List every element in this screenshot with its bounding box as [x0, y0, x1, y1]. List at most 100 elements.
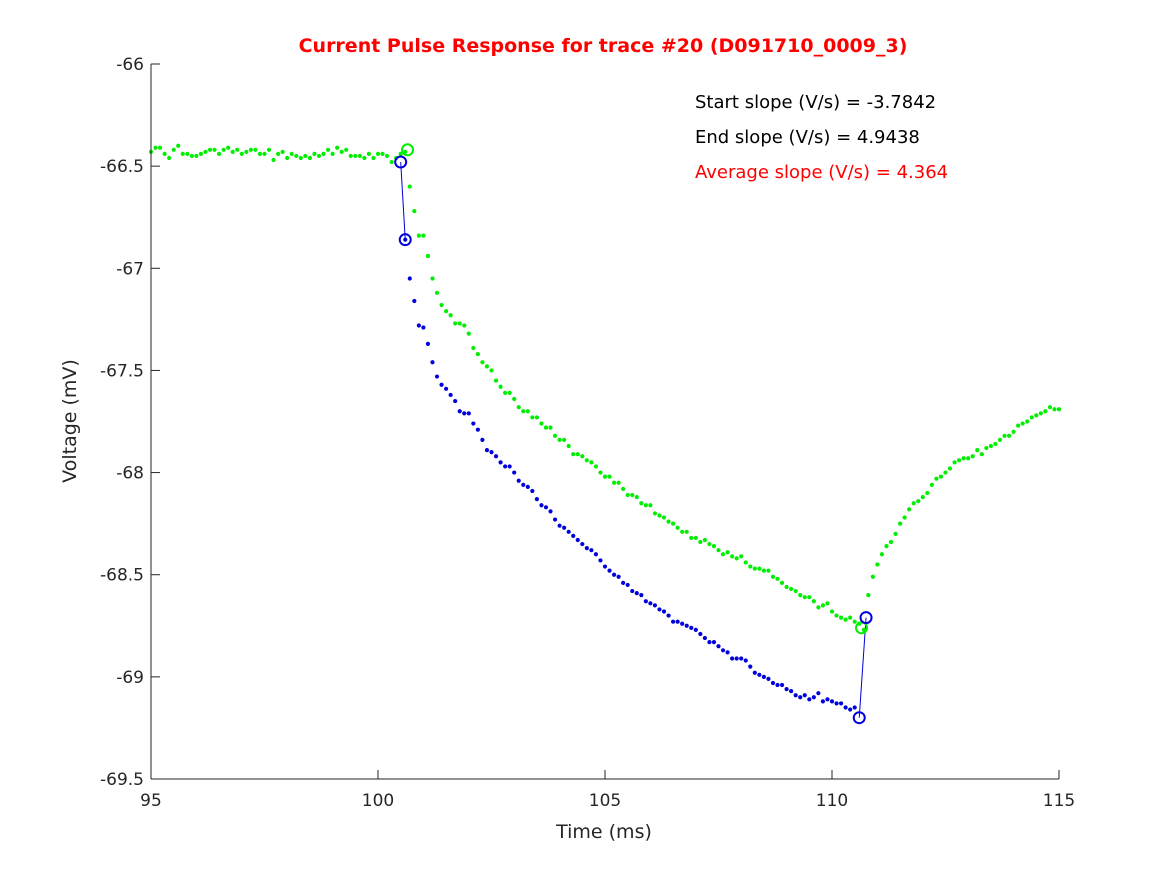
blue-data-point	[852, 705, 857, 710]
plot-area	[148, 143, 1062, 725]
green-data-point	[661, 515, 667, 520]
green-data-point	[312, 151, 317, 156]
green-data-point	[925, 490, 930, 496]
blue-data-point	[648, 601, 653, 606]
slope-segment	[400, 162, 406, 240]
y-tick-label: -66	[116, 55, 144, 75]
blue-data-point	[430, 360, 435, 365]
green-data-point	[943, 470, 948, 475]
green-data-point	[680, 529, 685, 534]
green-data-point	[507, 390, 512, 395]
y-tick-label: -67.5	[100, 361, 144, 381]
green-data-point	[1025, 419, 1030, 424]
green-data-point	[503, 390, 508, 395]
green-data-point	[707, 541, 712, 547]
green-data-point	[153, 145, 158, 150]
x-tick-label: 115	[1043, 791, 1075, 811]
green-data-point	[888, 539, 894, 545]
green-data-point	[798, 593, 803, 598]
green-data-point	[471, 345, 476, 351]
green-data-point	[162, 151, 167, 156]
green-data-point	[571, 452, 576, 457]
green-data-point	[330, 151, 335, 156]
slope-marker	[398, 233, 412, 247]
green-data-point	[366, 151, 372, 156]
blue-data-point	[593, 552, 599, 557]
blue-data-point	[552, 517, 558, 522]
green-data-point	[344, 147, 349, 152]
green-data-point	[757, 566, 762, 571]
blue-data-point	[716, 644, 721, 649]
green-data-point	[412, 208, 417, 214]
green-data-point	[984, 445, 989, 451]
x-ticks: 95 100 105 110 115	[140, 770, 1075, 811]
green-data-point	[979, 452, 984, 457]
blue-data-point	[503, 464, 508, 469]
green-data-point	[720, 552, 726, 557]
blue-data-point	[521, 482, 526, 487]
green-data-point	[530, 415, 535, 420]
green-data-point	[285, 155, 290, 161]
slope-marker	[394, 155, 408, 169]
green-data-point	[271, 157, 276, 163]
green-data-point	[407, 184, 412, 189]
green-data-point	[457, 321, 462, 326]
green-data-point	[730, 554, 735, 559]
green-data-point	[562, 437, 567, 442]
blue-data-point	[571, 533, 576, 539]
blue-data-point	[539, 503, 544, 508]
y-tick-label: -68	[116, 464, 144, 484]
green-data-point	[230, 149, 235, 154]
green-data-point	[348, 153, 353, 159]
green-data-point	[875, 562, 880, 567]
blue-data-point	[838, 701, 844, 706]
annotation-start-slope: Start slope (V/s) = -3.7842	[695, 92, 936, 113]
blue-data-point	[466, 411, 471, 416]
green-data-point	[802, 595, 807, 600]
green-data-point	[988, 443, 994, 449]
blue-data-point	[680, 621, 685, 626]
green-data-point	[294, 153, 299, 159]
green-data-point	[389, 159, 394, 165]
green-data-point	[607, 474, 612, 479]
blue-data-point	[693, 627, 698, 632]
blue-data-point	[739, 656, 744, 661]
green-data-point	[557, 437, 562, 442]
y-tick-label: -66.5	[100, 157, 144, 177]
blue-data-point	[843, 705, 848, 710]
blue-data-point	[493, 454, 499, 459]
blue-data-point	[580, 541, 585, 547]
green-data-point	[357, 153, 362, 159]
green-data-point	[639, 501, 644, 506]
blue-data-point	[820, 699, 826, 704]
green-data-point	[689, 535, 694, 541]
green-data-point	[489, 368, 494, 373]
green-data-point	[634, 494, 639, 500]
blue-data-point	[661, 609, 667, 614]
blue-data-point	[752, 670, 757, 675]
blue-data-point	[825, 697, 830, 702]
green-data-point	[666, 519, 671, 524]
y-tick-label: -69	[116, 668, 144, 688]
blue-data-point	[507, 464, 512, 469]
blue-data-point	[671, 619, 676, 624]
green-data-point	[611, 480, 617, 485]
green-data-point	[761, 568, 767, 573]
green-data-point	[602, 474, 608, 479]
green-data-point	[816, 605, 821, 610]
blue-data-point	[666, 613, 671, 618]
blue-data-point	[643, 599, 648, 604]
green-data-point	[879, 552, 885, 557]
blue-data-point	[639, 593, 644, 598]
blue-data-point	[589, 548, 594, 553]
green-data-point	[244, 149, 249, 154]
green-data-point	[952, 460, 957, 465]
blue-data-point	[848, 707, 853, 712]
blue-data-point	[439, 382, 444, 387]
green-data-point	[870, 574, 875, 579]
green-data-point	[307, 155, 312, 161]
green-data-point	[643, 503, 648, 508]
green-data-point	[439, 302, 444, 308]
x-axis-label: Time (ms)	[555, 821, 652, 843]
